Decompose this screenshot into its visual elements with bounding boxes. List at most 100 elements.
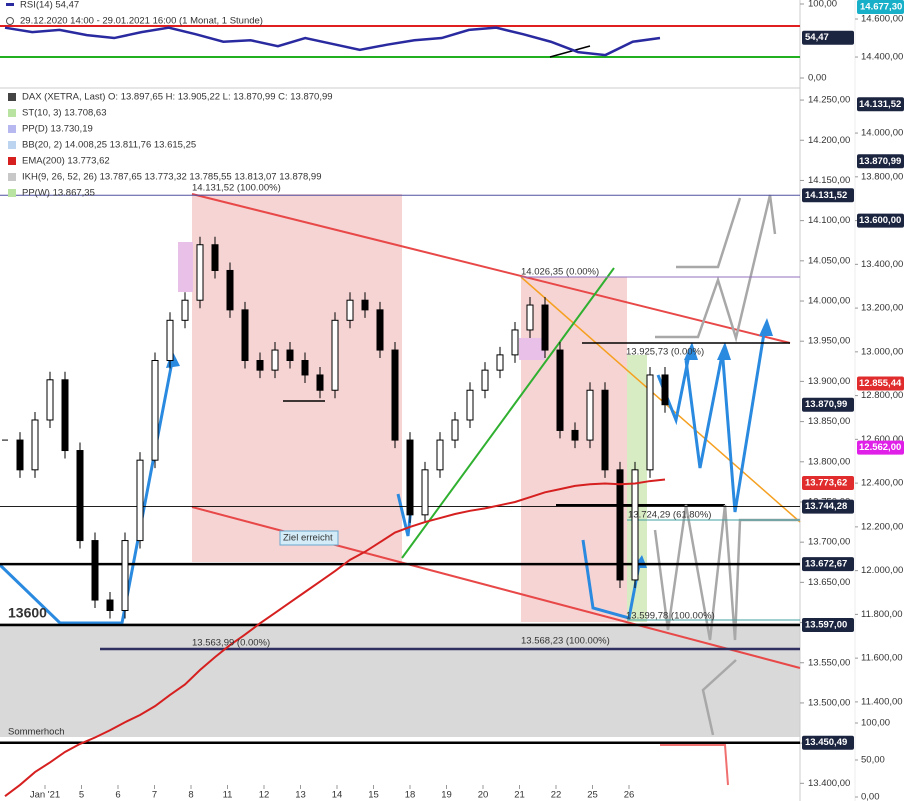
lower-tick-label: 0,00	[861, 792, 880, 801]
rsi-box: 54,47	[802, 30, 854, 45]
candle	[616, 469, 624, 581]
candle	[406, 439, 414, 516]
candle	[31, 419, 39, 471]
zone	[519, 338, 545, 360]
level-box-bg	[802, 397, 854, 412]
level-box-bg	[802, 617, 854, 632]
y2-box: 12.855,44	[857, 376, 904, 391]
legend-text: RSI(14) 54,47	[20, 0, 79, 11]
level-box-bg	[802, 475, 854, 490]
y-tick-label: 13.650,00	[808, 577, 850, 588]
candle	[376, 309, 384, 351]
level-box-label: 13.450,49	[805, 737, 847, 748]
annotation: 14.131,52 (100.00%)	[192, 183, 281, 194]
candle	[211, 244, 219, 271]
zone	[178, 242, 193, 292]
x-tick-label: 15	[368, 790, 379, 801]
candle	[511, 329, 519, 356]
level-box-bg	[802, 499, 854, 514]
y2-box-label: 14.131,52	[859, 99, 901, 110]
rsi-box-label: 14.677,30	[860, 2, 902, 13]
trend-line	[520, 276, 801, 523]
y-tick-label: 14.250,00	[808, 95, 850, 106]
y-tick-label: 13.850,00	[808, 416, 850, 427]
candle	[496, 354, 504, 371]
level-box: 13.870,99	[802, 397, 854, 412]
annotation: 13.563,99 (0.00%)	[192, 638, 270, 649]
trend-line	[191, 193, 791, 344]
annotation: Ziel erreicht	[283, 533, 333, 544]
candle	[181, 299, 189, 321]
y2-tick-label: 13.800,00	[861, 171, 903, 182]
legend-swatch	[8, 93, 16, 101]
x-tick-label: 11	[223, 790, 233, 801]
lower-tick-label: 100,00	[861, 718, 890, 729]
y-tick-label: 13.950,00	[808, 336, 850, 347]
y2-box-bg	[857, 376, 904, 391]
x-tick-label: 5	[79, 790, 84, 801]
candle	[301, 359, 309, 376]
legend-text: 29.12.2020 14:00 - 29.01.2021 16:00 (1 M…	[20, 16, 263, 27]
y2-box: 13.600,00	[857, 213, 904, 228]
rsi-tick-label: 0,00	[808, 73, 827, 84]
y-tick-label: 13.500,00	[808, 697, 850, 708]
annotation: 13.925,73 (0.00%)	[626, 347, 704, 358]
legend-text: BB(20, 2) 14.008,25 13.811,76 13.615,25	[22, 140, 196, 151]
rsi-line	[4, 26, 661, 57]
legend-swatch	[8, 189, 16, 197]
level-box-bg	[802, 557, 854, 572]
annotation: 14.026,35 (0.00%)	[521, 267, 599, 278]
y2-box: 13.870,99	[857, 154, 904, 169]
annotation: Sommerhoch	[8, 727, 65, 738]
rsi-box: 14.677,30	[857, 0, 904, 14]
candle	[361, 299, 369, 311]
x-tick-label: 20	[478, 790, 489, 801]
y2-tick-label: 13.000,00	[861, 346, 903, 357]
x-tick-label: 8	[188, 790, 193, 801]
legend-text: EMA(200) 13.773,62	[22, 156, 110, 167]
legend-swatch	[8, 109, 16, 117]
legend-text: PP(D) 13.730,19	[22, 124, 93, 135]
level-box-label: 13.672,67	[805, 559, 847, 570]
y2-box-bg	[857, 440, 904, 455]
candle	[46, 379, 54, 421]
y2-tick-label: 11.400,00	[861, 696, 903, 707]
candle	[271, 349, 279, 371]
x-tick-label: 21	[514, 790, 525, 801]
legend-swatch	[8, 157, 16, 165]
rsi-box-bg	[802, 30, 854, 45]
candle	[196, 244, 204, 301]
y2-box-label: 13.870,99	[859, 156, 901, 167]
y2-tick-label: 12.600,00	[861, 434, 903, 445]
candle	[76, 450, 84, 542]
scenario-paths	[653, 194, 800, 736]
rsi-box-bg	[857, 0, 904, 14]
candle	[286, 349, 294, 361]
y-tick-label: 14.000,00	[808, 296, 850, 307]
trend-line	[401, 267, 615, 559]
candle	[541, 304, 549, 351]
level-box: 13.597,00	[802, 617, 854, 632]
level-box-bg	[802, 735, 854, 750]
level-box: 13.773,62	[802, 475, 854, 490]
level-box-bg	[802, 188, 854, 203]
y2-tick-label: 12.400,00	[861, 478, 903, 489]
candle	[586, 389, 594, 441]
legend-text: ST(10, 3) 13.708,63	[22, 108, 107, 119]
candle	[601, 389, 609, 471]
y-tick-label: 14.200,00	[808, 135, 850, 146]
candle	[646, 374, 654, 471]
annotation: 13.568,23 (100.00%)	[521, 636, 610, 647]
candle	[226, 269, 234, 311]
candle	[61, 379, 69, 452]
candle	[136, 459, 144, 542]
x-tick-label: 25	[587, 790, 598, 801]
legend-text: PP(W) 13.867,35	[22, 188, 95, 199]
candle	[526, 304, 534, 331]
candle	[391, 349, 399, 441]
legend-text: IKH(9, 26, 52, 26) 13.787,65 13.773,32 1…	[22, 172, 322, 183]
candle	[256, 359, 264, 371]
y2-box-label: 12.562,00	[859, 442, 901, 453]
x-tick-label: 26	[624, 790, 635, 801]
